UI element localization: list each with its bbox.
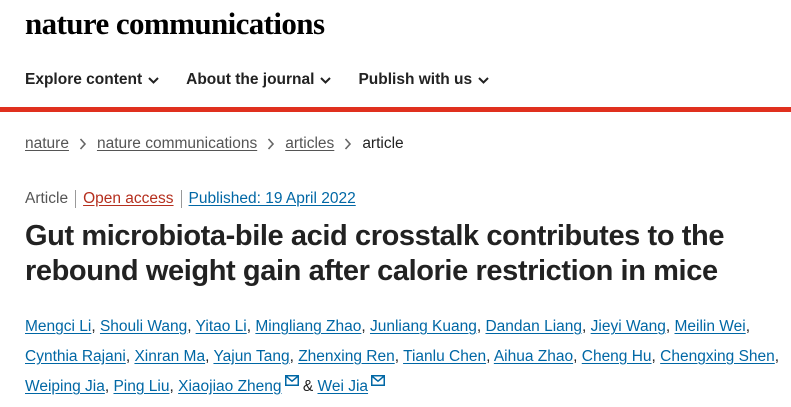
- author-link[interactable]: Ping Liu: [113, 378, 170, 395]
- accent-bar: [0, 107, 791, 112]
- author-list: Mengci Li, Shouli Wang, Yitao Li, Mingli…: [25, 318, 780, 395]
- author-link[interactable]: Shouli Wang: [99, 318, 188, 335]
- chevron-right-icon: [268, 138, 275, 150]
- author-ampersand: &: [302, 378, 314, 395]
- breadcrumb-nature-communications[interactable]: nature communications: [96, 135, 258, 152]
- published-date-link[interactable]: Published: 19 April 2022: [188, 190, 356, 207]
- nav-publish-with-us-label: Publish with us: [358, 71, 473, 88]
- breadcrumb: nature nature communications articles ar…: [25, 135, 404, 153]
- article-meta: Article Open access Published: 19 April …: [25, 190, 356, 208]
- author-link[interactable]: Cynthia Rajani: [25, 348, 126, 365]
- author-link[interactable]: Weiping Jia: [25, 378, 105, 395]
- nav-explore-content[interactable]: Explore content: [25, 71, 159, 89]
- breadcrumb-nature[interactable]: nature: [25, 135, 69, 152]
- nav-publish-with-us[interactable]: Publish with us: [358, 71, 489, 89]
- author-link[interactable]: Yajun Tang: [213, 348, 290, 365]
- author-link[interactable]: Tianlu Chen: [403, 348, 487, 365]
- nav-about-journal-label: About the journal: [186, 71, 315, 88]
- chevron-down-icon: [320, 76, 332, 84]
- author-link[interactable]: Jieyi Wang: [590, 318, 666, 335]
- main-nav: Explore content About the journal Publis…: [25, 71, 489, 89]
- breadcrumb-current: article: [362, 135, 404, 152]
- nav-about-journal[interactable]: About the journal: [186, 71, 332, 89]
- author-link[interactable]: Yitao Li: [195, 318, 247, 335]
- chevron-right-icon: [79, 138, 87, 150]
- author-link[interactable]: Aihua Zhao: [493, 348, 574, 365]
- envelope-icon[interactable]: [284, 375, 299, 386]
- chevron-down-icon: [148, 76, 159, 84]
- author-link[interactable]: Wei Jia: [317, 378, 369, 395]
- nav-explore-content-label: Explore content: [25, 71, 143, 88]
- author-link[interactable]: Mengci Li: [25, 318, 92, 335]
- author-link[interactable]: Mingliang Zhao: [255, 318, 362, 335]
- article-type: Article: [25, 190, 77, 208]
- chevron-right-icon: [345, 138, 352, 150]
- author-link[interactable]: Dandan Liang: [485, 318, 583, 335]
- author-link[interactable]: Xiaojiao Zheng: [178, 378, 282, 395]
- author-link[interactable]: Meilin Wei: [674, 318, 746, 335]
- author-link[interactable]: Junliang Kuang: [369, 318, 477, 335]
- article-title: Gut microbiota-bile acid crosstalk contr…: [25, 220, 725, 287]
- author-link[interactable]: Chengxing Shen: [660, 348, 775, 365]
- envelope-icon[interactable]: [371, 375, 386, 386]
- author-link[interactable]: Zhenxing Ren: [298, 348, 395, 365]
- chevron-down-icon: [478, 76, 489, 84]
- breadcrumb-articles[interactable]: articles: [285, 135, 335, 152]
- author-link[interactable]: Cheng Hu: [581, 348, 652, 365]
- open-access-link[interactable]: Open access: [76, 190, 182, 208]
- author-link[interactable]: Xinran Ma: [134, 348, 206, 365]
- site-logo[interactable]: nature communications: [25, 6, 325, 41]
